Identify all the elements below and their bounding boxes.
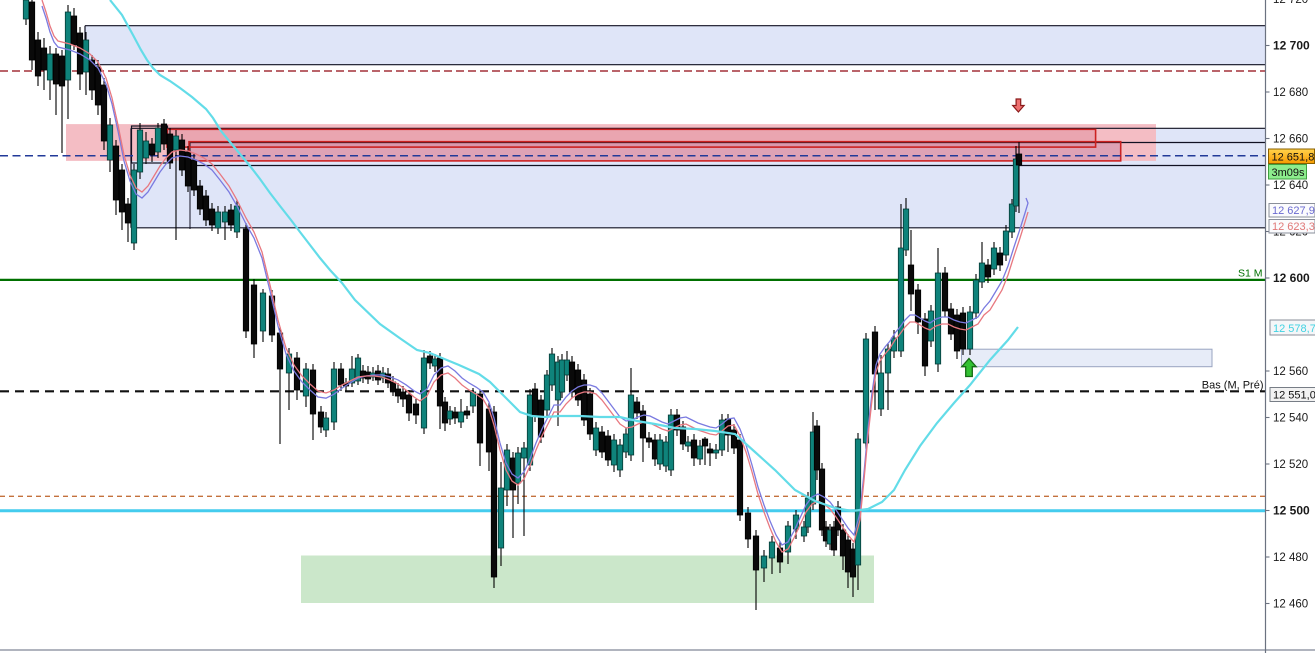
- svg-text:12 651,8: 12 651,8: [1272, 152, 1315, 164]
- svg-text:12 500: 12 500: [1273, 504, 1310, 518]
- svg-text:12 623,3: 12 623,3: [1272, 221, 1315, 233]
- svg-text:12 600: 12 600: [1273, 271, 1310, 285]
- svg-text:12 551,0: 12 551,0: [1273, 390, 1315, 402]
- svg-text:12 660: 12 660: [1273, 134, 1308, 146]
- svg-text:12 578,7: 12 578,7: [1273, 323, 1315, 335]
- svg-text:12 560: 12 560: [1273, 366, 1308, 378]
- svg-text:12 540: 12 540: [1273, 413, 1308, 425]
- svg-text:12 480: 12 480: [1273, 552, 1308, 564]
- svg-text:3m09s: 3m09s: [1272, 167, 1306, 179]
- svg-text:Bas (M, Pré): Bas (M, Pré): [1202, 380, 1264, 392]
- svg-text:12 720: 12 720: [1273, 0, 1308, 6]
- svg-text:12 627,9: 12 627,9: [1272, 205, 1315, 217]
- svg-text:12 460: 12 460: [1273, 599, 1308, 611]
- svg-text:12 640: 12 640: [1273, 180, 1308, 192]
- svg-text:12 680: 12 680: [1273, 87, 1308, 99]
- svg-text:12 700: 12 700: [1273, 39, 1310, 53]
- svg-text:S1 M: S1 M: [1238, 268, 1263, 280]
- svg-text:12 520: 12 520: [1273, 459, 1308, 471]
